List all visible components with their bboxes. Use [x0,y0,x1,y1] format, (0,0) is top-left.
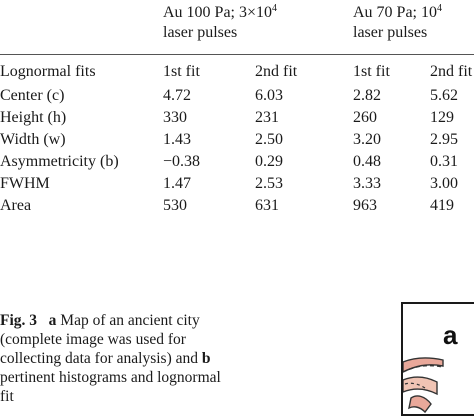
table-cell: 2.82 [353,87,381,104]
group-header-au100: Au 100 Pa; 3×104 laser pulses [163,3,277,43]
row-label: Height (h) [0,109,67,126]
table-cell: 1.47 [163,175,191,192]
group-header-au70-exponent: 4 [437,3,442,14]
table-cell: 231 [255,109,279,126]
table-cell: −0.38 [163,153,201,170]
table-cell: 260 [353,109,377,126]
group-header-au70-line2: laser pulses [353,24,428,41]
table-cell: 2.95 [430,131,458,148]
panel-label-a: a [443,320,458,350]
map-road-1 [403,364,444,373]
table-cell: 2.50 [255,131,283,148]
table-cell: 6.03 [255,87,283,104]
caption-part-a-text: Map of an ancient city (complete image w… [0,312,200,367]
caption-part-a-label: a [48,312,57,329]
table-cell: 963 [353,197,377,214]
table-cell: 330 [163,109,187,126]
column-header: 2nd fit [430,63,473,80]
column-header: 2nd fit [255,63,298,80]
fit-parameters-table: Au 100 Pa; 3×104 laser pulses Au 70 Pa; … [0,3,474,214]
table-cell: 2.53 [255,175,283,192]
table-cell: 0.29 [255,153,283,170]
table-cell: 0.48 [353,153,381,170]
group-header-au100-exponent: 4 [272,3,278,14]
column-header: 1st fit [163,63,200,80]
table-cell: 631 [255,197,279,214]
caption-part-b-text: pertinent histograms and lognormal fit [0,369,221,405]
map-road-2 [404,382,426,389]
row-label: FWHM [0,175,50,192]
map-region-3 [408,395,432,414]
column-header: 1st fit [353,63,390,80]
table-cell: 129 [430,109,454,126]
table-cell: 4.72 [163,87,191,104]
table-cell: 3.20 [353,131,381,148]
map-region-2 [403,376,438,396]
table-cell: 5.62 [430,87,458,104]
city-map-image [403,357,444,414]
group-header-au70: Au 70 Pa; 104 laser pulses [353,3,442,43]
group-header-au70-line1: Au 70 Pa; 10 [353,4,437,21]
row-label: Asymmetricity (b) [0,153,119,170]
table-cell: 0.31 [430,153,458,170]
table-cell: 3.00 [430,175,458,192]
table-header-rule [0,54,474,55]
figure-label: Fig. 3 [0,312,38,329]
caption-part-b-label: b [201,350,211,367]
table-cell: 530 [163,197,187,214]
column-header: Lognormal fits [0,63,96,80]
table-cell: 1.43 [163,131,191,148]
figure-caption: Fig. 3 a Map of an ancient city (complet… [0,311,225,406]
group-header-au100-line2: laser pulses [163,24,238,41]
city-map-panel: a [401,302,474,416]
group-header-au100-line1: Au 100 Pa; 3×10 [163,4,273,21]
table-cell: 419 [430,197,454,214]
map-region-1 [403,357,444,373]
row-label: Area [0,197,32,214]
row-label: Width (w) [0,131,66,148]
table-cell: 3.33 [353,175,381,192]
row-label: Center (c) [0,87,65,104]
